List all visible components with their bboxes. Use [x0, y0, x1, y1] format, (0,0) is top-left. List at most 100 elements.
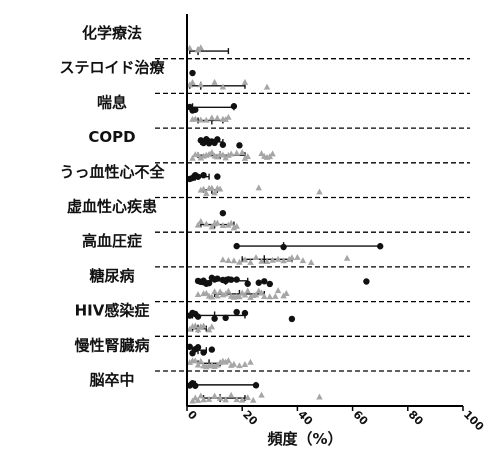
data-point [288, 254, 296, 261]
data-point [266, 293, 274, 300]
data-point [194, 151, 202, 158]
category-label: 化学療法 [82, 24, 142, 42]
category-dividers [155, 58, 470, 372]
data-point [208, 184, 216, 191]
data-point [261, 293, 268, 299]
data-point [203, 116, 210, 123]
x-tick-label: 80 [406, 408, 426, 428]
data-point [227, 150, 235, 157]
data-point [227, 219, 235, 226]
category-label: 糖尿病 [89, 267, 134, 285]
data-point [186, 343, 193, 351]
data-point [200, 349, 207, 356]
data-point [316, 393, 323, 400]
data-point [192, 106, 199, 113]
data-point [208, 223, 216, 230]
data-point [194, 326, 202, 333]
x-tick-label: 20 [240, 408, 260, 428]
data-point [197, 116, 205, 123]
data-point [208, 293, 216, 300]
data-point [250, 396, 257, 403]
data-point [222, 396, 229, 403]
data-point [197, 217, 205, 224]
data-point [227, 276, 235, 283]
data-point [241, 256, 249, 263]
category-label: 慢性腎臓病 [74, 336, 149, 354]
data-point [241, 360, 249, 367]
data-point [189, 79, 196, 85]
data-point [244, 287, 251, 294]
data-point [236, 293, 243, 300]
data-point [227, 391, 235, 398]
data-point [225, 287, 232, 294]
category-label: HIV感染症 [75, 302, 150, 320]
data-point [377, 243, 384, 250]
category-label: ステロイド治療 [59, 59, 165, 77]
data-point [225, 357, 232, 364]
x-axis-title: 頻度（%） [267, 430, 342, 448]
data-point [194, 344, 202, 351]
data-point [200, 185, 207, 192]
data-point [233, 396, 240, 403]
data-point [192, 322, 199, 329]
data-point [197, 154, 205, 161]
data-point [216, 394, 224, 401]
data-point [236, 258, 243, 265]
data-point [203, 189, 210, 196]
data-point [244, 394, 251, 401]
data-point [219, 222, 227, 228]
data-point [233, 222, 240, 229]
data-point [194, 291, 202, 298]
data-point [219, 151, 227, 158]
data-point [230, 224, 238, 231]
data-point [194, 313, 202, 320]
data-point [205, 326, 213, 333]
data-point [192, 382, 199, 389]
data-point [219, 209, 227, 217]
data-point [225, 221, 232, 228]
data-point [288, 315, 296, 323]
data-point [263, 258, 271, 265]
data-point [280, 257, 287, 264]
data-point [247, 293, 254, 300]
data-point [236, 362, 243, 369]
category-label: 高血圧症 [82, 232, 142, 250]
data-point [216, 359, 224, 366]
data-point [194, 221, 202, 228]
data-point [225, 257, 232, 263]
data-point [208, 346, 216, 353]
data-point [194, 396, 202, 403]
data-point [214, 275, 221, 282]
data-point [211, 315, 218, 322]
data-point [208, 114, 216, 121]
data-point [280, 243, 287, 251]
data-point [197, 357, 205, 364]
data-point [197, 392, 205, 399]
data-point [299, 257, 307, 264]
data-point [252, 291, 260, 298]
data-point [238, 396, 246, 403]
data-point [241, 78, 249, 85]
data-point [294, 253, 301, 260]
data-point [247, 258, 254, 265]
data-point [214, 136, 221, 143]
data-point [269, 256, 276, 263]
data-point [241, 291, 249, 298]
data-point [192, 115, 199, 122]
data-point [225, 113, 232, 120]
data-point [233, 308, 240, 316]
data-point [261, 278, 268, 285]
data-points [186, 44, 384, 404]
data-point [233, 149, 240, 156]
data-point [186, 359, 193, 366]
data-point [194, 173, 202, 180]
data-point [205, 395, 213, 402]
data-point [244, 153, 251, 160]
data-point [274, 255, 282, 262]
data-point [189, 69, 196, 77]
data-point [194, 361, 202, 368]
data-point [219, 256, 227, 263]
data-point [230, 257, 238, 264]
